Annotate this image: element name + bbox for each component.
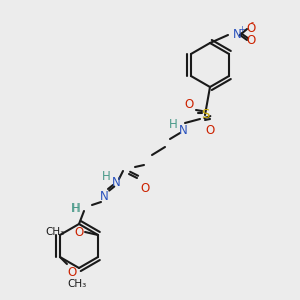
Text: +: + [238,26,245,34]
Text: H: H [72,202,80,214]
Text: N: N [178,124,188,136]
Text: S: S [201,109,209,122]
Text: O: O [67,266,76,278]
Text: N: N [112,176,120,188]
Text: O: O [246,34,256,47]
Text: O: O [246,22,256,35]
Text: O: O [184,98,194,110]
Text: O: O [74,226,84,238]
Text: CH₃: CH₃ [46,227,65,237]
Text: CH₃: CH₃ [67,279,87,289]
Text: H: H [70,202,80,215]
Text: N: N [100,190,108,203]
Text: -: - [250,19,254,28]
Text: O: O [206,124,214,137]
Text: H: H [102,169,110,182]
Text: H: H [169,118,177,131]
Text: N: N [232,28,242,41]
Text: O: O [140,182,150,194]
